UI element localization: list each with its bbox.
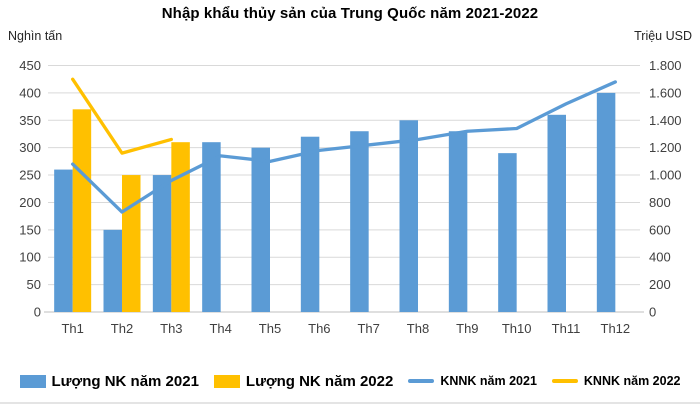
bar [596,92,616,312]
legend-swatch-line-blue [408,379,435,383]
x-axis-labels: Th1 Th2 Th3 Th4 Th5 Th6 Th7 Th8 Th9 Th10 Th11 Th12 [61,321,630,336]
svg-text:Th10: Th10 [502,321,532,336]
line-path [71,80,617,214]
svg-text:400: 400 [19,85,41,100]
svg-text:450: 450 [19,58,41,73]
svg-text:0: 0 [649,305,656,320]
svg-text:Th1: Th1 [61,321,83,336]
bar [122,175,141,312]
svg-text:250: 250 [19,168,41,183]
line-knnk-2021 [71,80,617,214]
legend-item-value-2021: KNNK năm 2021 [408,374,537,388]
legend-item-volume-2022: Lượng NK năm 2022 [213,372,394,390]
svg-text:Th7: Th7 [357,321,379,336]
svg-text:Th8: Th8 [407,321,429,336]
svg-text:300: 300 [19,140,41,155]
legend-swatch-bar-blue [19,374,46,388]
svg-text:100: 100 [19,250,41,265]
svg-text:800: 800 [649,195,671,210]
svg-text:200: 200 [19,195,41,210]
svg-text:1.200: 1.200 [649,140,682,155]
bar [399,120,418,313]
bar [152,175,172,312]
bar [171,142,190,312]
legend-item-volume-2021: Lượng NK năm 2021 [19,372,199,390]
right-axis-unit-label: Triệu USD [634,29,692,43]
svg-text:Th9: Th9 [456,321,478,336]
bar [54,169,73,312]
y-axis-left-labels: 0 50 100 150 200 250 300 350 400 450 [19,58,41,320]
bar [72,109,92,312]
bar [547,114,566,312]
svg-text:Th6: Th6 [308,321,330,336]
svg-text:1.000: 1.000 [649,168,682,183]
left-axis-unit-label: Nghìn tấn [8,29,63,43]
svg-text:Th3: Th3 [160,321,182,336]
bar [202,142,221,312]
legend-label: KNNK năm 2022 [583,374,681,388]
svg-text:400: 400 [649,250,671,265]
legend-label: Lượng NK năm 2022 [245,372,394,390]
legend-swatch-bar-yellow [213,374,240,388]
svg-text:0: 0 [34,305,41,320]
svg-text:600: 600 [649,222,671,237]
bar [350,131,369,312]
svg-text:150: 150 [19,222,41,237]
svg-text:1.400: 1.400 [649,113,682,128]
svg-text:Th5: Th5 [259,321,281,336]
chart-plot-area: 0 50 100 150 200 250 300 350 400 450 0 200 400 600 800… [19,58,682,336]
line-knnk-2022 [71,77,173,155]
svg-text:1.600: 1.600 [649,85,682,100]
bar [448,131,468,312]
svg-text:Th2: Th2 [111,321,133,336]
bar [300,136,320,312]
svg-text:Th12: Th12 [601,321,631,336]
line-path [71,77,173,155]
bar [498,153,517,312]
svg-text:1.800: 1.800 [649,58,682,73]
svg-text:Th4: Th4 [209,321,231,336]
svg-text:200: 200 [649,277,671,292]
chart-title: Nhập khẩu thủy sản của Trung Quốc năm 20… [161,5,539,22]
chart-legend: Lượng NK năm 2021 Lượng NK năm 2022 KNNK… [0,367,700,395]
svg-text:50: 50 [27,277,41,292]
svg-text:Th11: Th11 [552,321,581,336]
bar [103,229,122,312]
y-axis-right-labels: 0 200 400 600 800 1.000 1.200 1.400 1.600 1.800 [649,58,682,320]
bar [251,147,270,312]
legend-label: Lượng NK năm 2021 [51,372,199,390]
svg-text:350: 350 [19,113,41,128]
legend-label: KNNK năm 2021 [440,374,537,388]
legend-item-value-2022: KNNK năm 2022 [551,374,681,388]
legend-swatch-line-yellow [551,379,578,383]
bars-luong-nk-2021 [54,92,616,313]
